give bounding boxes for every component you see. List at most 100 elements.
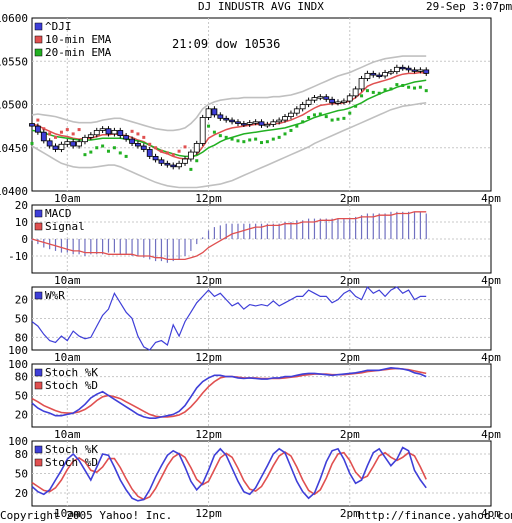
sar-dot [224,135,228,139]
legend-swatch-4-1 [34,458,43,467]
sar-dot [348,111,352,115]
sar-dot [59,130,63,134]
sar-dot [218,134,222,138]
candle-body [187,151,194,160]
sar-dot [318,112,322,116]
sar-dot [413,86,417,90]
sar-dot [277,135,281,139]
candle-body [135,143,141,147]
source-url[interactable]: http://finance.yahoo.com/ [358,509,512,522]
sar-dot [65,128,69,132]
candle-body [40,131,47,142]
sar-dot [307,115,311,119]
candle-body [29,123,35,127]
y-tick-label-0-4: 10600 [0,12,28,25]
candle-body [246,122,253,125]
sar-dot [360,94,364,98]
sar-dot [142,135,146,139]
sar-dot [36,118,40,122]
candle-body [176,162,182,168]
sar-dot [324,115,328,119]
candle-body [52,145,59,150]
bollinger-upper-line [31,55,427,132]
sar-dot [124,154,128,158]
y-tick-label-0-0: 10400 [0,185,28,198]
fast-stoch-d-line [31,451,427,501]
candle-body [311,97,318,101]
candle-body [388,71,394,74]
candle-body [117,130,124,137]
bollinger-lower-line [31,102,427,189]
sar-dot [295,124,299,128]
y-tick-label-0-3: 10550 [0,55,28,68]
candle-body [335,101,341,104]
legend-label-4-0: Stoch %K [45,443,98,456]
candle-body [317,96,324,99]
sar-dot [377,91,381,95]
candle-body [305,99,312,105]
sar-dot [389,87,393,91]
legend-swatch-0-2 [34,48,43,57]
sar-dot [401,83,405,87]
candle-body [352,88,359,97]
candle-body [58,143,65,150]
candle-body [46,140,53,147]
sar-dot [48,132,52,136]
sar-dot [106,149,110,153]
y-tick-label-4-2: 80 [15,448,28,461]
candle-body [158,159,165,164]
candle-body [111,130,118,135]
candle-body [217,114,224,119]
candle-body [193,143,200,153]
x-tick-label-0-2: 2pm [340,192,360,205]
sar-dot [342,116,346,120]
sar-dot [101,144,105,148]
candle-body [276,119,283,123]
x-tick-label-2-1: 12pm [195,351,222,364]
sar-dot [354,104,358,108]
legend-swatch-0-1 [34,35,43,44]
fast-stoch-k-line [31,446,427,502]
sar-dot [130,129,134,133]
sar-dot [254,137,258,141]
legend-swatch-4-0 [34,445,43,454]
candle-body [140,145,147,150]
candle-body [205,108,212,118]
sar-dot [230,137,234,141]
x-tick-label-1-2: 2pm [340,274,360,287]
candle-body [364,72,371,79]
chart-title: DJ INDUSTR AVG INDX [198,0,324,13]
x-tick-label-2-3: 4pm [481,351,501,364]
candle-body [293,108,300,114]
candle-body [82,136,88,143]
sar-dot [418,85,422,89]
x-tick-label-0-0: 10am [54,192,81,205]
sar-dot [207,124,211,128]
candle-body [264,123,271,127]
sar-dot [407,85,411,89]
sar-dot [77,128,81,132]
legend-label-4-1: Stoch %D [45,456,98,469]
y-tick-label-2-3: 100 [8,344,28,357]
candle-body [76,141,83,147]
candle-body [164,162,171,166]
sar-dot [171,153,175,157]
sar-dot [177,149,181,153]
candle-body [393,66,400,73]
y-tick-label-2-0: 20 [15,294,28,307]
candle-body [34,125,41,133]
y-tick-label-0-1: 10450 [0,142,28,155]
x-tick-label-1-0: 10am [54,274,81,287]
ema10-line [31,71,427,160]
legend-label-3-1: Stoch %D [45,379,98,392]
candle-body [229,119,235,123]
sar-dot [424,89,428,93]
candle-body [105,128,112,135]
legend-label-3-0: Stoch %K [45,366,98,379]
candle-body [346,95,353,102]
sar-dot [159,149,163,153]
sar-dot [71,132,75,136]
y-tick-label-3-1: 50 [15,390,28,403]
candle-body [211,108,218,116]
candle-body [288,112,294,118]
